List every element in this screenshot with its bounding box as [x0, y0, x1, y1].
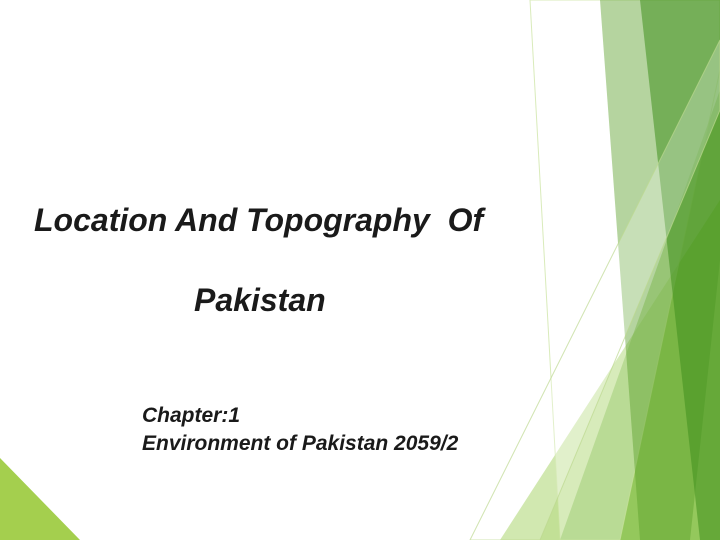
- slide-subtitle: Chapter:1 Environment of Pakistan 2059/2: [34, 402, 720, 459]
- subtitle-line-1: Chapter:1: [142, 402, 720, 430]
- title-line-1: Location And Topography Of: [34, 200, 720, 240]
- slide-content: Location And Topography Of Pakistan Chap…: [0, 0, 720, 540]
- slide-title: Location And Topography Of Pakistan: [34, 160, 720, 360]
- title-line-2: Pakistan: [34, 280, 720, 320]
- subtitle-line-2: Environment of Pakistan 2059/2: [142, 430, 720, 458]
